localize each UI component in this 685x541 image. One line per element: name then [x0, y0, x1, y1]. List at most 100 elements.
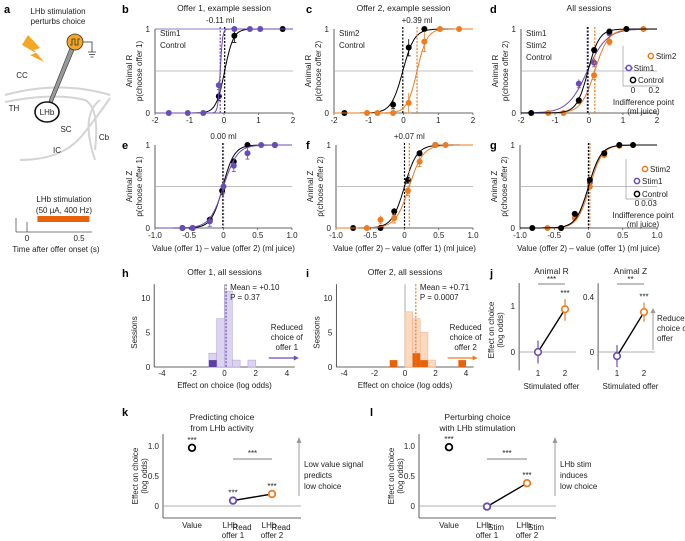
significance-stars: **	[627, 275, 633, 284]
arrow-label: induces	[560, 471, 588, 480]
panel-title: Animal Z	[614, 266, 648, 276]
histogram-bar-dark	[420, 360, 428, 367]
arrow-label: Low value signal	[304, 460, 363, 469]
y-tick-label: 1	[327, 141, 332, 150]
panel-title: with LHb stimulation	[438, 423, 515, 433]
x-tick-label: -1	[365, 116, 373, 125]
data-point-control	[421, 26, 428, 32]
mean-annotation: Mean = +0.71	[420, 283, 470, 292]
x-axis-label: Value (offer 1) – value (offer 2) (ml ju…	[152, 244, 295, 253]
connector-line	[537, 308, 566, 353]
panel-letter-b: b	[122, 4, 129, 16]
data-point-stim2	[421, 38, 428, 45]
y-tick-label: 1	[146, 141, 151, 150]
data-point	[267, 489, 277, 499]
y-tick-label: 0	[325, 109, 330, 118]
data-point-stim2	[591, 72, 598, 79]
x-tick-label: -0.5	[182, 231, 196, 240]
y-tick-label: 1	[512, 25, 517, 34]
indifference-annotation: 0.00 ml	[210, 132, 236, 141]
data-point-control	[623, 26, 630, 32]
x-tick-label: -2	[190, 369, 198, 378]
y-axis-label: Animal Z	[306, 171, 315, 203]
mean-annotation: P = 0.0007	[420, 293, 459, 302]
x-tick-label: 0	[587, 116, 592, 125]
x-tick-label: 1	[615, 369, 620, 378]
indifference-annotation: -0.11 ml	[206, 16, 235, 25]
y-tick-label: 0	[511, 348, 516, 357]
significance-stars: ***	[187, 436, 196, 445]
data-point-stim2	[390, 110, 397, 116]
x-axis-label: Value (offer 2) – value (offer 1) (ml ju…	[333, 244, 476, 253]
y-axis-label: p(choose offer 2)	[316, 156, 325, 217]
x-tick-label: 4	[464, 369, 469, 378]
histogram-bar-dark	[412, 353, 421, 367]
category-subscript: Stim	[528, 523, 544, 532]
panel-a-title: perturbs choice	[31, 17, 86, 26]
fit-curve-control	[521, 28, 657, 114]
panel-title: Perturbing choice	[444, 412, 510, 422]
indifference-annotation: +0.39 ml	[402, 16, 433, 25]
histogram-bar	[224, 290, 233, 368]
data-point-stim1	[215, 82, 222, 89]
data-point-stim2	[606, 38, 613, 45]
arrow-label: low choice	[560, 482, 598, 491]
data-point	[612, 352, 622, 361]
panel-letter-g: g	[490, 140, 497, 152]
connector-line	[486, 482, 528, 508]
legend-control: Control	[526, 53, 552, 62]
y-axis-label: p(choose offer 2)	[500, 156, 509, 217]
y-tick-label: 0	[512, 109, 517, 118]
data-point-stim1	[184, 110, 191, 116]
panel-letter-e: e	[122, 140, 128, 152]
y-tick-label: 0.5	[404, 472, 416, 481]
panel-title: from LHb activity	[190, 423, 254, 433]
data-point-control	[528, 110, 535, 116]
data-point-stim1	[244, 150, 251, 157]
x-tick-label: 1	[256, 116, 261, 125]
x-tick-label: 1.0	[651, 231, 663, 240]
legend-control: Control	[339, 41, 365, 50]
region-label-cc: CC	[16, 71, 28, 80]
y-axis-label: Animal Z	[490, 171, 499, 203]
x-tick-label: -2	[371, 369, 379, 378]
lightning-icon	[22, 35, 44, 62]
data-point-control	[591, 47, 598, 53]
y-axis-label: p(choose offer 2)	[501, 41, 510, 102]
panel-letter-i: i	[306, 268, 309, 280]
y-axis-label: Sessions	[130, 316, 139, 348]
category-label: offer 2	[261, 531, 284, 540]
x-tick-label: 0	[222, 116, 227, 125]
x-tick-label: 1	[621, 116, 626, 125]
y-tick-label: 1	[146, 25, 151, 34]
region-label-cb: Cb	[99, 133, 110, 142]
significance-stars: ***	[248, 449, 257, 458]
x-tick-label: 1	[536, 369, 541, 378]
x-tick-label: 2	[471, 116, 476, 125]
panel-title: All sessions	[567, 3, 612, 13]
panel-j-0: Animal R 0 1 1 2 Stimulated offer Effect on ch…	[487, 266, 580, 391]
x-tick-label: 0	[401, 116, 406, 125]
x-tick-label: 0	[222, 369, 227, 378]
inset-label-control: Control	[642, 190, 668, 199]
y-tick-label: 0.5	[148, 472, 160, 481]
data-point-control	[616, 142, 623, 148]
category-label: LHb	[477, 521, 492, 530]
panel-title: Offer 1, all sessions	[187, 267, 262, 277]
x-tick-label: -2	[151, 116, 159, 125]
x-axis-label: Effect on choice (log odds)	[177, 381, 272, 390]
y-tick-label: 0	[146, 363, 151, 372]
data-point-stim2	[436, 26, 443, 32]
inset-marker-stim2	[647, 52, 655, 60]
fit-curve-stim2	[334, 28, 473, 114]
data-point-stim2	[363, 225, 370, 231]
data-point-control	[601, 150, 608, 157]
y-tick-label: 0	[327, 224, 332, 233]
data-point-stim2	[416, 158, 423, 165]
inset-x-label: (ml juice)	[627, 107, 660, 116]
y-axis-label: p(choose offer 1)	[135, 41, 144, 102]
y-tick-label: 0	[328, 363, 333, 372]
